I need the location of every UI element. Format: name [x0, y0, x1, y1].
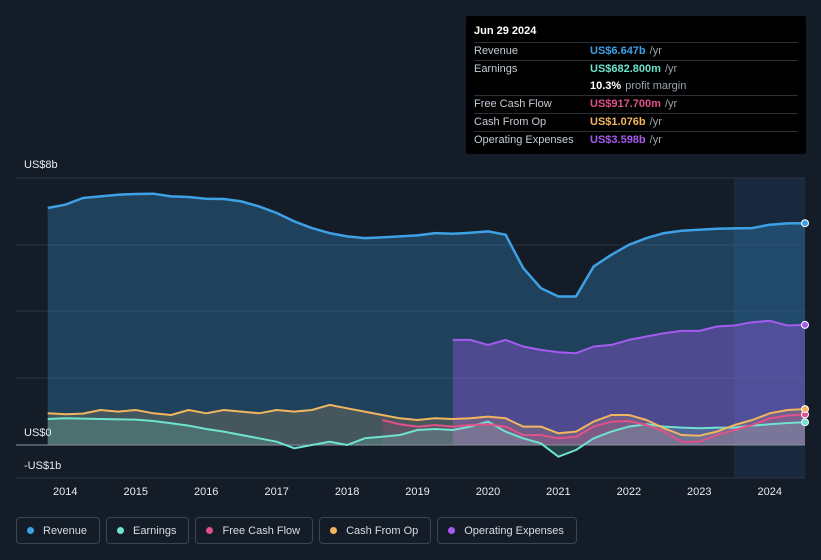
- legend-label: Operating Expenses: [464, 524, 564, 537]
- earnings-line: [47, 417, 806, 458]
- legend-item-cash-from-op[interactable]: Cash From Op: [319, 517, 432, 544]
- tooltip-value: US$1.076b: [590, 116, 646, 128]
- tooltip-unit: /yr: [649, 134, 662, 146]
- cash-from-op-endpoint[interactable]: [801, 405, 809, 414]
- legend-item-operating-expenses[interactable]: Operating Expenses: [437, 517, 577, 544]
- legend: Revenue Earnings Free Cash Flow Cash Fro…: [16, 517, 577, 544]
- legend-label: Earnings: [133, 524, 177, 537]
- revenue-endpoint[interactable]: [801, 219, 809, 228]
- x-tick-label: 2024: [758, 486, 782, 498]
- tooltip-label: Free Cash Flow: [474, 98, 552, 110]
- tooltip-label: Revenue: [474, 45, 519, 57]
- operating-expenses-endpoint[interactable]: [801, 320, 809, 329]
- tooltip-row-profit-margin: 10.3% profit margin: [474, 78, 798, 95]
- tooltip-row-revenue: Revenue US$6.647b /yr: [474, 42, 798, 60]
- tooltip-value: US$917.700m: [590, 98, 661, 110]
- free-cash-flow-area: [382, 414, 805, 445]
- tooltip-value: US$682.800m: [590, 63, 661, 75]
- x-tick-label: 2018: [335, 486, 359, 498]
- tooltip-row-cash-from-op: Cash From Op US$1.076b /yr: [474, 113, 798, 131]
- earnings-dot-icon: [117, 527, 125, 534]
- y-axis-label-bottom: -US$1b: [24, 460, 62, 472]
- x-tick-label: 2014: [53, 486, 77, 498]
- free-cash-flow-dot-icon: [206, 527, 214, 534]
- operating-expenses-area: [452, 320, 805, 445]
- legend-label: Cash From Op: [346, 524, 419, 537]
- tooltip-row-operating-expenses: Operating Expenses US$3.598b /yr: [474, 131, 798, 149]
- tooltip-label: Operating Expenses: [474, 134, 574, 146]
- revenue-line: [47, 192, 806, 298]
- tooltip-unit: /yr: [649, 116, 662, 128]
- tooltip-row-earnings: Earnings US$682.800m /yr: [474, 60, 798, 78]
- legend-item-earnings[interactable]: Earnings: [106, 517, 190, 544]
- operating-expenses-dot-icon: [448, 527, 456, 534]
- tooltip-label: [474, 78, 590, 95]
- earnings-area: [47, 418, 805, 457]
- x-tick-label: 2016: [194, 486, 218, 498]
- x-tick-label: 2021: [546, 486, 570, 498]
- tooltip-unit: /yr: [664, 63, 678, 75]
- tooltip-value: US$6.647b: [590, 45, 646, 57]
- tooltip-unit: /yr: [664, 98, 678, 110]
- x-tick-label: 2019: [405, 486, 429, 498]
- legend-item-free-cash-flow[interactable]: Free Cash Flow: [195, 517, 314, 544]
- x-tick-label: 2020: [476, 486, 500, 498]
- cash-from-op-dot-icon: [330, 527, 338, 534]
- tooltip-date: Jun 29 2024: [474, 25, 537, 37]
- legend-label: Revenue: [43, 524, 88, 537]
- operating-expenses-line: [452, 319, 806, 355]
- tooltip-value: 10.3%: [590, 80, 622, 92]
- revenue-dot-icon: [27, 527, 34, 534]
- y-axis-label-top: US$8b: [24, 159, 58, 171]
- tooltip-unit: profit margin: [625, 80, 687, 92]
- x-tick-label: 2017: [264, 486, 288, 498]
- tooltip-panel: Jun 29 2024 Revenue US$6.647b /yr Earnin…: [466, 16, 806, 154]
- tooltip-label: Cash From Op: [474, 116, 547, 128]
- cash-from-op-line: [47, 403, 806, 437]
- free-cash-flow-line: [382, 413, 806, 443]
- legend-item-revenue[interactable]: Revenue: [16, 517, 101, 544]
- tooltip-row-free-cash-flow: Free Cash Flow US$917.700m /yr: [474, 95, 798, 113]
- tooltip-unit: /yr: [649, 45, 662, 57]
- legend-label: Free Cash Flow: [222, 524, 301, 537]
- tooltip-label: Earnings: [474, 63, 518, 75]
- x-tick-label: 2022: [617, 486, 641, 498]
- y-axis-label-zero: US$0: [24, 427, 52, 439]
- x-tick-label: 2015: [124, 486, 148, 498]
- earnings-endpoint[interactable]: [801, 418, 809, 427]
- tooltip-value: US$3.598b: [590, 134, 646, 146]
- x-tick-label: 2023: [687, 486, 711, 498]
- revenue-area: [47, 193, 805, 445]
